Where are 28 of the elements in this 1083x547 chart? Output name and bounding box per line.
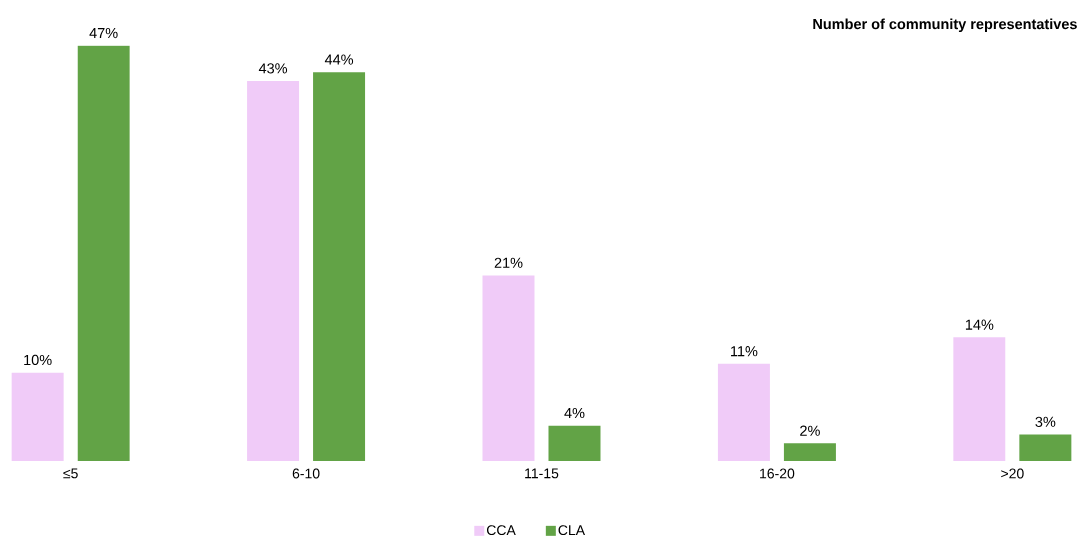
data-label: 44% <box>324 54 354 65</box>
data-label: 21% <box>494 257 523 268</box>
x-tick-label: ≤5 <box>63 468 78 479</box>
data-label: 10% <box>24 354 52 366</box>
data-label: 43% <box>258 63 288 74</box>
data-label: 47% <box>89 28 118 39</box>
bar <box>548 425 601 461</box>
bar <box>11 372 64 461</box>
chart-title: Number of community representatives <box>813 18 1077 33</box>
x-tick-label: 6-10 <box>292 468 320 479</box>
bar <box>482 275 535 461</box>
bar <box>313 72 366 461</box>
bar <box>247 81 300 461</box>
legend-label: CLA <box>558 525 586 536</box>
bar <box>953 337 1006 461</box>
data-label: 14% <box>965 319 994 330</box>
data-label: 2% <box>800 425 820 436</box>
bar <box>783 443 836 461</box>
data-label: 4% <box>564 407 585 419</box>
bar <box>717 363 770 461</box>
x-tick-label: 16-20 <box>760 468 795 479</box>
data-label: 11% <box>731 346 758 357</box>
bar <box>77 45 130 461</box>
legend-label: CCA <box>486 525 516 536</box>
bar <box>1019 434 1072 461</box>
data-label: 3% <box>1035 416 1056 427</box>
x-tick-label: 11-15 <box>525 468 559 479</box>
x-tick-label: >20 <box>1001 468 1024 479</box>
